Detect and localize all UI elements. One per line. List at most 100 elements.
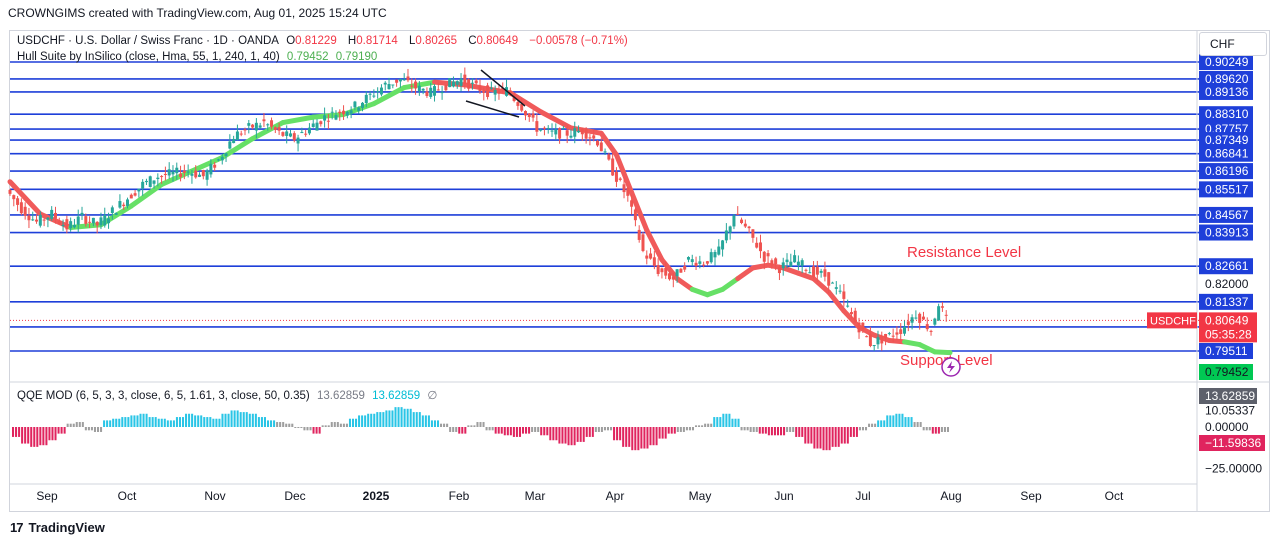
qqe-bar	[75, 422, 78, 427]
qqe-bar	[96, 427, 100, 432]
qqe-title[interactable]: QQE MOD (6, 5, 3, 3, close, 6, 5, 1.61, …	[17, 390, 310, 402]
candle-body	[914, 317, 918, 319]
qqe-bar	[834, 427, 837, 447]
hull-segment	[371, 85, 407, 107]
candle-body	[899, 329, 903, 334]
candle-body	[827, 272, 831, 286]
qqe-bar	[321, 425, 324, 427]
qqe-bar	[570, 427, 573, 446]
qqe-bar	[60, 427, 63, 434]
qqe-bar	[115, 418, 118, 427]
qqe-bar	[351, 418, 355, 427]
candle-body	[531, 113, 535, 118]
candle-body	[323, 115, 327, 121]
candle-body	[482, 90, 486, 93]
qqe-bar	[843, 427, 846, 444]
candle-body	[421, 88, 425, 91]
level-price-tag	[1199, 83, 1253, 100]
candle-body	[436, 89, 440, 91]
qqe-bar	[397, 407, 400, 427]
qqe-bar	[36, 427, 39, 447]
candle-body	[288, 133, 292, 137]
currency-button[interactable]: CHF	[1199, 32, 1267, 56]
level-price-label: 0.87349	[1205, 133, 1249, 147]
candle-body	[429, 87, 433, 97]
qqe-bar	[934, 427, 937, 434]
candle-body	[853, 310, 857, 323]
level-price-label: 0.84567	[1205, 208, 1249, 222]
candle-body	[762, 251, 766, 262]
qqe-bar	[160, 418, 163, 427]
qqe-bar	[48, 427, 51, 441]
qqe-bar	[682, 427, 685, 432]
level-price-label: 0.89136	[1205, 85, 1249, 99]
candle-body	[675, 269, 679, 277]
hull-value-label: 0.79452	[1205, 365, 1249, 379]
qqe-bar	[145, 413, 148, 427]
qqe-bar	[84, 427, 87, 431]
qqe-bar	[582, 427, 585, 442]
qqe-bar	[175, 417, 178, 427]
qqe-bar	[606, 427, 610, 431]
x-axis-label: Sep	[36, 489, 58, 503]
qqe-bar	[345, 423, 348, 427]
qqe-bar	[443, 423, 446, 427]
x-axis-label: Jun	[774, 489, 793, 503]
symbol-title[interactable]: USDCHF · U.S. Dollar / Swiss Franc · 1D …	[17, 35, 279, 47]
candle-body	[319, 121, 323, 125]
tradingview-logo: 17 TradingView	[10, 520, 105, 535]
qqe-bar	[691, 427, 695, 431]
qqe-bar	[786, 427, 789, 432]
qqe-bar	[294, 427, 297, 428]
hull-segment	[856, 324, 877, 338]
qqe-bar	[801, 427, 804, 437]
change-value: −0.00578 (−0.71%)	[529, 35, 628, 47]
candle-body	[724, 230, 728, 241]
candle-body	[565, 130, 569, 136]
candle-body	[831, 282, 834, 284]
qqe-bar	[798, 427, 801, 437]
qqe-bar	[69, 423, 72, 427]
qqe-bar	[673, 427, 676, 434]
qqe-bar	[600, 427, 603, 432]
indicator-legend: Hull Suite by InSilico (close, Hma, 55, …	[17, 51, 381, 63]
candle-body	[357, 107, 361, 111]
candle-body	[182, 170, 186, 173]
qqe-bar	[695, 425, 698, 427]
qqe-bar	[66, 423, 69, 427]
candle-body	[133, 193, 137, 196]
candle-body	[76, 216, 80, 225]
qqe-bar	[494, 427, 497, 434]
qqe-bar	[725, 413, 728, 427]
close-value: 0.80649	[476, 35, 519, 47]
qqe-bar	[625, 427, 628, 447]
qqe-bar	[764, 427, 767, 434]
candle-body	[8, 189, 12, 194]
candle-body	[880, 335, 884, 344]
candle-body	[474, 80, 478, 84]
qqe-bar	[579, 427, 582, 442]
hull-segment	[128, 181, 165, 209]
qqe-bar	[789, 427, 792, 432]
qqe-bar	[610, 427, 613, 431]
candle-body	[766, 253, 770, 257]
qqe-bar	[752, 427, 755, 432]
candle-body	[671, 276, 675, 280]
candle-body	[292, 133, 296, 141]
qqe-bar	[670, 427, 673, 434]
candle-body	[751, 229, 755, 238]
countdown-label: 05:35:28	[1205, 327, 1252, 341]
qqe-legend: QQE MOD (6, 5, 3, 3, close, 6, 5, 1.61, …	[17, 388, 441, 402]
x-axis-label: Jul	[855, 489, 870, 503]
qqe-bar	[701, 425, 704, 427]
qqe-bar	[576, 427, 579, 442]
qqe-bar	[291, 423, 294, 427]
indicator-title[interactable]: Hull Suite by InSilico (close, Hma, 55, …	[17, 51, 280, 63]
hull-segment	[826, 289, 847, 314]
candle-body	[167, 169, 171, 176]
symbol-tag-label: USDCHF	[1150, 315, 1196, 327]
chart-frame	[9, 30, 1270, 512]
qqe-bar	[540, 427, 543, 436]
candle-body	[209, 163, 213, 175]
